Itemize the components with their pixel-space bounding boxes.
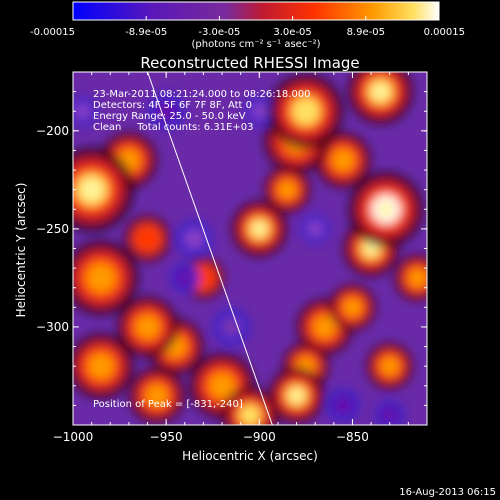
- colorbar: -0.00015 -8.9e-05 -3.0e-05 3.0e-05 8.9e-05 0.…: [30, 1, 465, 50]
- y-tick-label: −250: [36, 222, 69, 236]
- heatmap-blob-hot: [373, 84, 388, 99]
- heatmap-blob-hot: [364, 242, 378, 255]
- heatmap-blob-peak: [209, 373, 235, 399]
- colorbar-tick-label: -0.00015: [30, 27, 75, 38]
- x-tick-label: −850: [336, 430, 369, 444]
- colorbar-tick-label: 8.9e-05: [347, 27, 385, 38]
- y-tick-label: −300: [36, 320, 69, 334]
- annotation-time-range: 23-Mar-2011 08:21:24.000 to 08:26:18.000: [93, 89, 311, 100]
- heatmap-blob-peak: [86, 263, 116, 293]
- heatmap-blob-peak: [278, 180, 297, 199]
- colorbar-unit-label: (photons cm⁻² s⁻¹ asec⁻²): [191, 39, 320, 50]
- heatmap-blob-negative-core: [176, 269, 193, 287]
- peak-position-label: Position of Peak = [-831,-240]: [93, 399, 243, 410]
- heatmap-blob-negative-core: [74, 103, 91, 120]
- heatmap-blob-negative-core: [221, 316, 242, 338]
- annotation-detectors: Detectors: 4F 5F 6F 7F 8F, Att 0: [93, 100, 252, 111]
- colorbar-ticks: -0.00015 -8.9e-05 -3.0e-05 3.0e-05 8.9e-05 0.…: [30, 16, 465, 38]
- x-axis-label: Heliocentric X (arcsec): [182, 449, 318, 463]
- heatmap-blob-hot: [290, 389, 303, 402]
- heatmap-blob-peak: [195, 269, 212, 286]
- colorbar-gradient: [72, 1, 440, 21]
- x-tick-label: −900: [243, 430, 276, 444]
- x-tick-label: −950: [150, 430, 183, 444]
- annotation-clean-counts: Clean Total counts: 6.31E+03: [93, 122, 253, 133]
- chart-title: Reconstructed RHESSI Image: [140, 54, 359, 72]
- heatmap-blob-peak: [380, 357, 399, 376]
- heatmap-blob-peak: [146, 384, 168, 407]
- heatmap-blob-peak: [291, 96, 321, 126]
- heatmap-blob-negative-core: [251, 103, 268, 120]
- heatmap-blob-negative-core: [381, 406, 398, 424]
- heatmap-blob-peak: [135, 315, 160, 339]
- heatmap-blob-peak: [313, 316, 336, 338]
- footer-date: 16-Aug-2013 06:15: [399, 487, 496, 498]
- heatmap-blob-peak: [332, 149, 354, 171]
- colorbar-tick-label: 0.00015: [424, 27, 465, 38]
- y-axis-label: Heliocentric Y (arcsec): [14, 183, 28, 318]
- colorbar-tick-label: 3.0e-05: [273, 27, 311, 38]
- heatmap-blob-peak: [343, 298, 362, 317]
- heatmap-blob-peak: [408, 268, 427, 287]
- heatmap-blob-peak: [239, 404, 261, 425]
- y-tick-label: −200: [36, 124, 69, 138]
- heatmap-blob-negative-core: [307, 220, 324, 238]
- x-tick-label: −1000: [53, 430, 94, 444]
- heatmap-blob-peak: [88, 353, 114, 379]
- heatmap-blob-hot: [377, 200, 395, 218]
- plot-area: [73, 72, 427, 425]
- solar-limb-line: [147, 72, 273, 425]
- heatmap-blob-negative-core: [333, 396, 353, 415]
- colorbar-tick-label: -8.9e-05: [125, 27, 167, 38]
- heatmap-blob-peak: [138, 229, 157, 248]
- x-axis-ticks: −1000 −950 −900 −850: [53, 72, 428, 444]
- colorbar-tick-label: -3.0e-05: [198, 27, 240, 38]
- annotation-energy-range: Energy Range: 25.0 - 50.0 keV: [93, 111, 246, 122]
- annotation-block: 23-Mar-2011 08:21:24.000 to 08:26:18.000…: [93, 89, 311, 133]
- y-axis-ticks: −200 −250 −300: [36, 71, 427, 426]
- heatmap-blob-hot: [253, 222, 266, 236]
- heatmap-blob-negative-core: [155, 100, 177, 122]
- heatmap-blob-negative-core: [183, 228, 205, 249]
- heatmap-blob-hot: [82, 180, 102, 200]
